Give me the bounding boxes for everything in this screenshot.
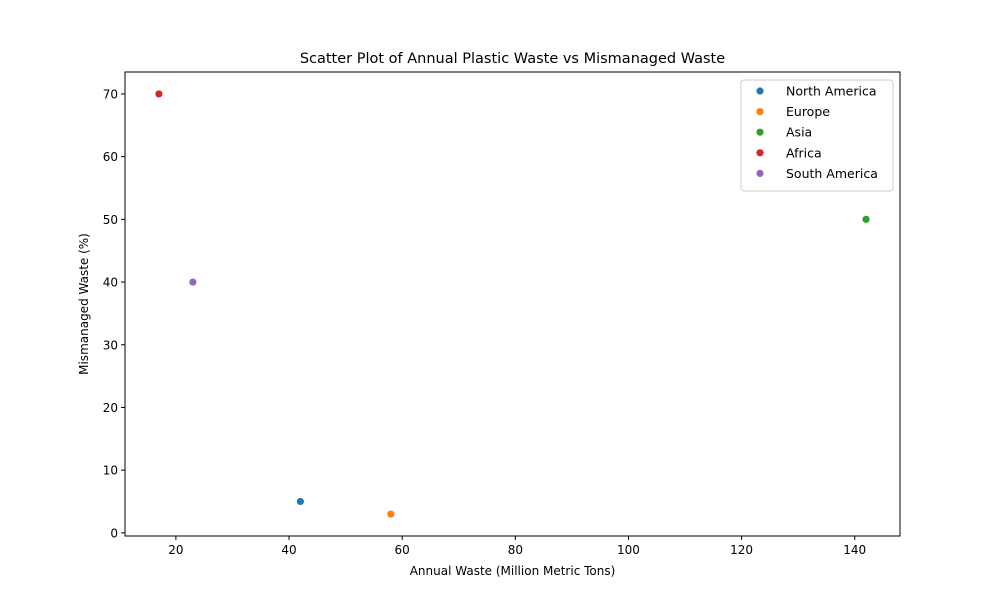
legend-marker <box>756 149 764 157</box>
legend-marker <box>756 169 764 177</box>
x-tick-label: 60 <box>395 543 410 557</box>
x-tick-label: 40 <box>281 543 296 557</box>
legend-label: North America <box>786 84 877 99</box>
legend-label: Asia <box>786 125 812 140</box>
data-point-asia <box>862 215 870 223</box>
plot-area: 20 40 60 80 100 120 140 0 10 20 30 40 50 60 70 <box>103 71 901 557</box>
legend-marker <box>756 108 764 116</box>
y-tick-label: 70 <box>103 87 118 101</box>
data-point-south-america <box>189 278 197 286</box>
y-tick-label: 30 <box>103 338 118 352</box>
data-point-africa <box>155 90 163 98</box>
x-tick-label: 20 <box>168 543 183 557</box>
y-tick-label: 60 <box>103 150 118 164</box>
legend-marker <box>756 128 764 136</box>
legend-box <box>740 79 894 192</box>
y-axis-label: Mismanaged Waste (%) <box>77 233 91 375</box>
legend-label: Africa <box>786 145 822 160</box>
y-tick-label: 10 <box>103 464 118 478</box>
y-tick-label: 20 <box>103 401 118 415</box>
y-tick-label: 40 <box>103 276 118 290</box>
y-tick-label: 50 <box>103 213 118 227</box>
legend-label: South America <box>786 166 878 181</box>
x-axis-label: Annual Waste (Million Metric Tons) <box>410 564 616 578</box>
legend: North America Europe Asia Africa South Ameri… <box>740 79 894 192</box>
legend-label: Europe <box>786 104 830 119</box>
data-point-europe <box>387 510 395 518</box>
data-point-north-america <box>296 497 304 506</box>
x-tick-label: 100 <box>617 543 640 557</box>
plot-frame <box>124 71 901 537</box>
x-tick-label: 120 <box>730 543 753 557</box>
chart-title: Scatter Plot of Annual Plastic Waste vs … <box>300 51 725 67</box>
x-tick-label: 80 <box>508 543 523 557</box>
x-tick-label: 140 <box>843 543 866 557</box>
y-tick-label: 0 <box>110 526 118 540</box>
legend-marker <box>756 87 764 95</box>
